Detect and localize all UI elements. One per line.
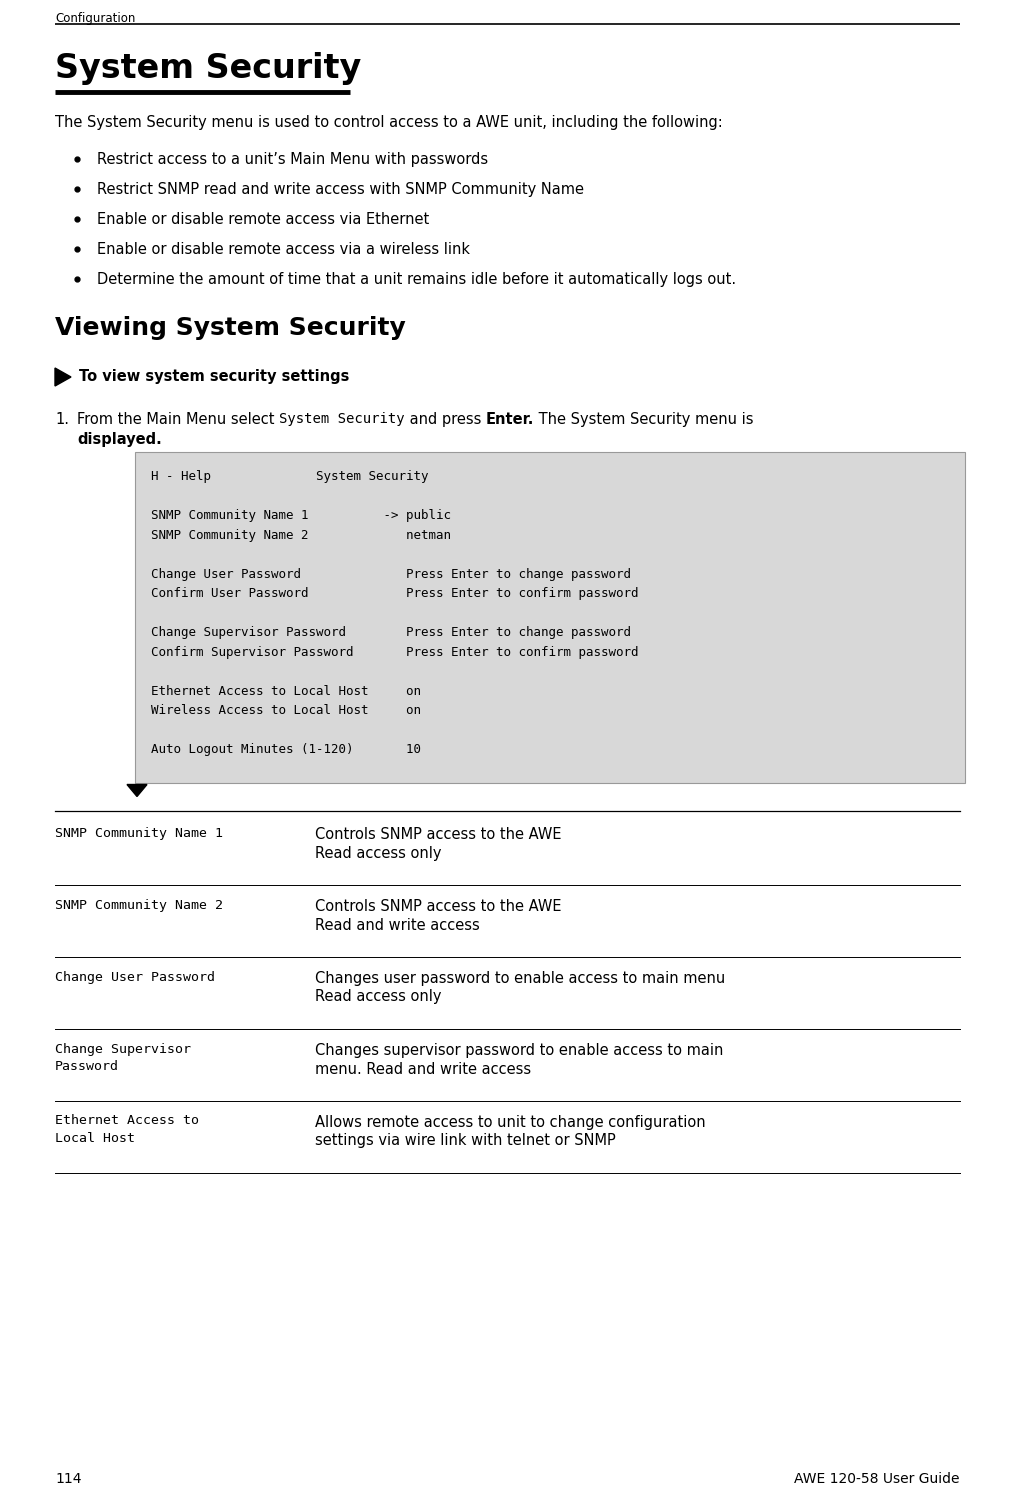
Text: From the Main Menu select: From the Main Menu select [77, 411, 280, 426]
Text: Viewing System Security: Viewing System Security [55, 316, 406, 340]
Text: Read access only: Read access only [315, 845, 442, 860]
Text: SNMP Community Name 1: SNMP Community Name 1 [55, 826, 223, 839]
Text: SNMP Community Name 2: SNMP Community Name 2 [55, 899, 223, 911]
Text: Configuration: Configuration [55, 12, 136, 25]
Text: Password: Password [55, 1061, 119, 1074]
Text: Confirm Supervisor Password       Press Enter to confirm password: Confirm Supervisor Password Press Enter … [151, 645, 638, 658]
Text: Ethernet Access to: Ethernet Access to [55, 1115, 199, 1128]
Text: System Security: System Security [280, 411, 405, 426]
Text: Local Host: Local Host [55, 1132, 135, 1146]
Text: Read and write access: Read and write access [315, 917, 480, 932]
Text: Change User Password              Press Enter to change password: Change User Password Press Enter to chan… [151, 567, 631, 580]
Text: Enter.: Enter. [486, 411, 534, 426]
Text: SNMP Community Name 2             netman: SNMP Community Name 2 netman [151, 528, 451, 542]
Text: Restrict SNMP read and write access with SNMP Community Name: Restrict SNMP read and write access with… [97, 183, 585, 197]
Text: Read access only: Read access only [315, 989, 442, 1004]
Text: To view system security settings: To view system security settings [79, 370, 349, 384]
Text: Change Supervisor: Change Supervisor [55, 1043, 191, 1056]
Text: menu. Read and write access: menu. Read and write access [315, 1062, 531, 1077]
Text: 114: 114 [55, 1472, 81, 1486]
Text: Determine the amount of time that a unit remains idle before it automatically lo: Determine the amount of time that a unit… [97, 272, 736, 287]
Text: AWE 120-58 User Guide: AWE 120-58 User Guide [794, 1472, 960, 1486]
Bar [135, 452, 965, 782]
Text: Confirm User Password             Press Enter to confirm password: Confirm User Password Press Enter to con… [151, 586, 638, 600]
Text: SNMP Community Name 1          -> public: SNMP Community Name 1 -> public [151, 509, 451, 522]
Text: 1.: 1. [55, 411, 69, 426]
Text: Controls SNMP access to the AWE: Controls SNMP access to the AWE [315, 826, 561, 842]
Polygon shape [55, 368, 71, 386]
Polygon shape [127, 784, 147, 796]
Text: Enable or disable remote access via Ethernet: Enable or disable remote access via Ethe… [97, 212, 430, 227]
Text: displayed.: displayed. [77, 432, 162, 447]
Text: Wireless Access to Local Host     on: Wireless Access to Local Host on [151, 705, 421, 717]
Text: H - Help              System Security: H - Help System Security [151, 470, 428, 483]
Text: Ethernet Access to Local Host     on: Ethernet Access to Local Host on [151, 685, 421, 697]
Text: Change Supervisor Password        Press Enter to change password: Change Supervisor Password Press Enter t… [151, 625, 631, 639]
Text: Controls SNMP access to the AWE: Controls SNMP access to the AWE [315, 899, 561, 914]
Text: Allows remote access to unit to change configuration: Allows remote access to unit to change c… [315, 1115, 706, 1129]
Text: Auto Logout Minutes (1-120)       10: Auto Logout Minutes (1-120) 10 [151, 744, 421, 755]
Text: The System Security menu is used to control access to a AWE unit, including the : The System Security menu is used to cont… [55, 115, 722, 130]
Text: Change User Password: Change User Password [55, 971, 215, 983]
Text: settings via wire link with telnet or SNMP: settings via wire link with telnet or SN… [315, 1134, 616, 1149]
Text: Changes user password to enable access to main menu: Changes user password to enable access t… [315, 971, 725, 986]
Text: Enable or disable remote access via a wireless link: Enable or disable remote access via a wi… [97, 242, 470, 257]
Text: The System Security menu is: The System Security menu is [534, 411, 754, 426]
Text: System Security: System Security [55, 52, 362, 85]
Text: and press: and press [405, 411, 486, 426]
Text: Restrict access to a unit’s Main Menu with passwords: Restrict access to a unit’s Main Menu wi… [97, 153, 488, 168]
Text: Changes supervisor password to enable access to main: Changes supervisor password to enable ac… [315, 1043, 723, 1058]
